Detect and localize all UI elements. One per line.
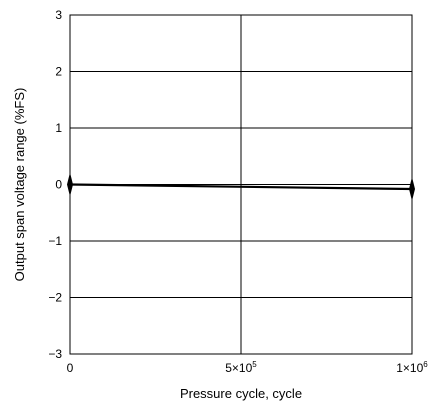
- data-point-marker: [67, 172, 73, 197]
- x-tick-label: 0: [67, 361, 74, 375]
- y-tick-label: −2: [48, 291, 62, 305]
- x-tick-label: 1×106: [396, 360, 428, 375]
- y-tick-label: −3: [48, 347, 62, 361]
- x-tick-label: 5×105: [225, 360, 257, 375]
- series-layer: [67, 172, 415, 202]
- y-tick-label: 1: [55, 121, 62, 135]
- x-axis-title: Pressure cycle, cycle: [180, 386, 302, 401]
- y-tick-label: −1: [48, 234, 62, 248]
- y-tick-labels: 3 2 1 0 −1 −2 −3: [48, 8, 62, 361]
- series-line: [69, 183, 413, 191]
- y-tick-label: 0: [55, 178, 62, 192]
- y-axis-title: Output span voltage range (%FS): [12, 88, 27, 282]
- data-point-marker: [409, 177, 415, 202]
- x-tick-labels: 0 5×105 1×106: [67, 360, 429, 375]
- y-tick-label: 3: [55, 8, 62, 22]
- y-tick-label: 2: [55, 65, 62, 79]
